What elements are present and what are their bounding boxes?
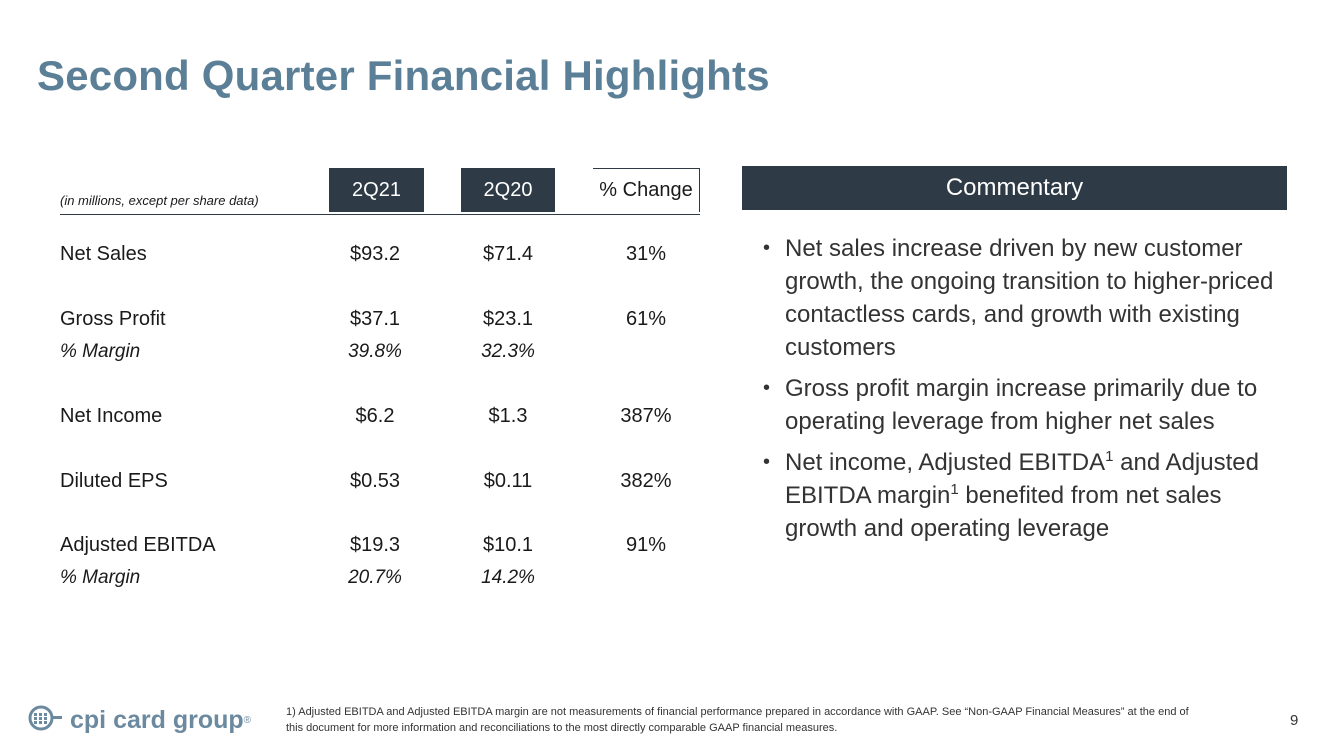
column-header-2q20: 2Q20 — [461, 168, 555, 212]
bullet-text-part: Net income, Adjusted EBITDA — [785, 449, 1106, 476]
commentary-list: • Net sales increase driven by new custo… — [763, 232, 1283, 553]
value-pct-change: 382% — [620, 470, 672, 492]
column-header-pct-change: % Change — [593, 168, 700, 212]
table-row: Net Sales $93.2 $71.4 31% — [0, 239, 720, 269]
bullet-text: Gross profit margin increase primarily d… — [785, 375, 1258, 435]
table-row: % Margin 20.7% 14.2% — [0, 563, 720, 593]
row-label: Net Income — [60, 405, 163, 427]
value-2q20: $23.1 — [482, 308, 534, 330]
value-2q20: 32.3% — [481, 341, 535, 362]
globe-icon — [28, 705, 62, 736]
table-row: % Margin 39.8% 32.3% — [0, 337, 720, 367]
logo-wordmark: cpi card group — [70, 705, 244, 734]
registered-mark: ® — [243, 714, 252, 726]
value-2q21: $0.53 — [349, 470, 401, 492]
table-row: Gross Profit $37.1 $23.1 61% — [0, 304, 720, 334]
row-label: Gross Profit — [60, 308, 166, 330]
footnote-marker: 1 — [950, 481, 959, 498]
units-note: (in millions, except per share data) — [60, 193, 259, 208]
row-label: % Margin — [60, 567, 141, 588]
value-pct-change: 91% — [625, 534, 667, 556]
bullet-icon: • — [763, 237, 771, 259]
page-number: 9 — [1290, 712, 1299, 729]
commentary-header: Commentary — [742, 166, 1287, 210]
table-header-rule — [60, 214, 700, 215]
value-2q20: 14.2% — [481, 567, 535, 588]
commentary-bullet: • Net income, Adjusted EBITDA1 and Adjus… — [763, 446, 1283, 545]
table-row: Adjusted EBITDA $19.3 $10.1 91% — [0, 530, 720, 560]
bullet-text: Net sales increase driven by new custome… — [785, 235, 1274, 361]
value-pct-change: 387% — [620, 405, 672, 427]
value-2q20: $1.3 — [488, 405, 528, 427]
row-label: Net Sales — [60, 243, 147, 265]
footnote-marker: 1 — [1105, 448, 1114, 465]
bullet-icon: • — [763, 377, 771, 399]
value-2q21: $93.2 — [349, 243, 401, 265]
value-2q21: $6.2 — [355, 405, 395, 427]
row-label: Adjusted EBITDA — [60, 534, 216, 556]
slide-title: Second Quarter Financial Highlights — [37, 52, 770, 99]
bullet-text-part: benefited from net sales growth and oper… — [785, 482, 1222, 542]
commentary-bullet: • Gross profit margin increase primarily… — [763, 372, 1283, 438]
value-2q20: $71.4 — [482, 243, 534, 265]
value-2q21: 20.7% — [348, 567, 402, 588]
value-2q20: $10.1 — [482, 534, 534, 556]
row-label: % Margin — [60, 341, 141, 362]
value-pct-change: 31% — [625, 243, 667, 265]
value-2q20: $0.11 — [483, 470, 533, 492]
company-logo: cpi card group ® — [28, 704, 251, 736]
bullet-icon: • — [763, 451, 771, 473]
commentary-bullet: • Net sales increase driven by new custo… — [763, 232, 1283, 364]
bullet-text-part: and Adjusted EBITDA margin — [785, 449, 1259, 509]
column-header-2q21: 2Q21 — [329, 168, 424, 212]
footnote: 1) Adjusted EBITDA and Adjusted EBITDA m… — [286, 706, 1189, 734]
value-2q21: $19.3 — [349, 534, 401, 556]
value-2q21: $37.1 — [349, 308, 401, 330]
value-2q21: 39.8% — [348, 341, 402, 362]
value-pct-change: 61% — [625, 308, 667, 330]
table-row: Diluted EPS $0.53 $0.11 382% — [0, 466, 720, 496]
table-row: Net Income $6.2 $1.3 387% — [0, 401, 720, 431]
row-label: Diluted EPS — [60, 470, 168, 492]
